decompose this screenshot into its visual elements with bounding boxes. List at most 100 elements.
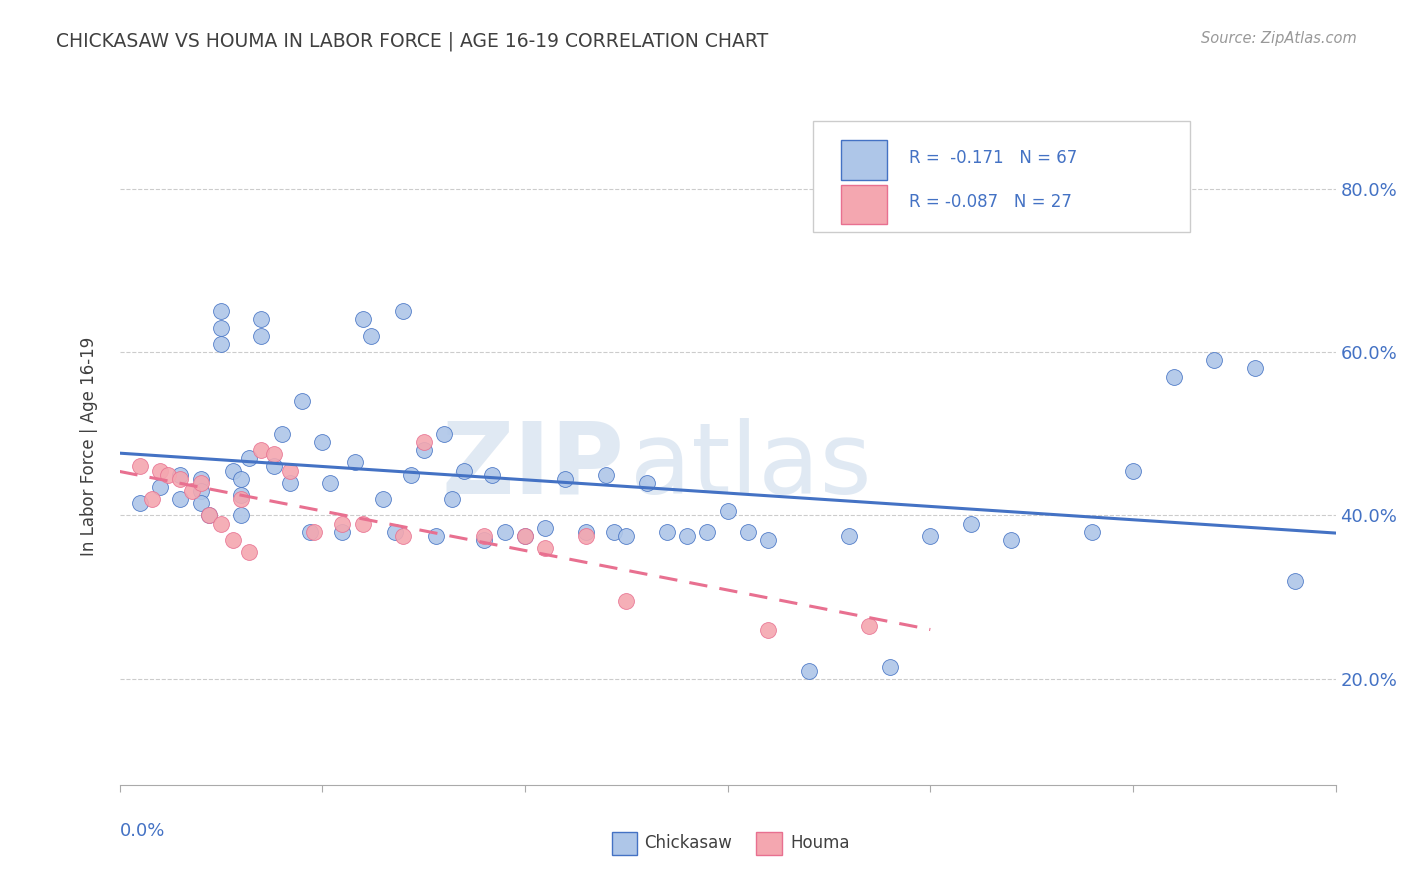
Point [636,475,658,490]
Point [238,545,260,559]
Point [222,463,245,477]
Point [231,488,253,502]
Point [425,529,447,543]
Point [343,455,366,469]
Point [169,492,191,507]
Point [453,463,475,477]
Point [575,524,598,539]
Bar [841,185,887,224]
Point [250,312,273,326]
Point [737,524,759,539]
Point [494,524,516,539]
Point [858,618,880,632]
Point [676,529,699,543]
Point [392,304,415,318]
Point [1122,463,1144,477]
Point [756,533,779,547]
Point [190,475,212,490]
Bar [841,140,887,179]
Point [481,467,503,482]
Point [1000,533,1022,547]
Point [554,472,576,486]
Point [291,394,314,409]
Point [352,312,374,326]
Point [960,516,983,531]
Point [222,533,245,547]
Point [319,475,342,490]
Point [412,443,434,458]
Point [149,463,172,477]
Point [614,594,637,608]
Point [209,320,232,334]
Point [513,529,536,543]
Text: ZIP: ZIP [441,417,624,515]
Point [128,496,150,510]
Point [332,516,354,531]
Point [472,529,496,543]
Point [838,529,860,543]
Point [534,521,557,535]
Point [231,492,253,507]
Point [128,459,150,474]
Text: R =  -0.171   N = 67: R = -0.171 N = 67 [908,149,1077,167]
Point [575,529,598,543]
Point [278,475,301,490]
Point [250,328,273,343]
Point [534,541,557,555]
Point [1081,524,1104,539]
Point [696,524,718,539]
Point [209,516,232,531]
Point [270,426,292,441]
Point [352,516,374,531]
Point [190,496,212,510]
Point [332,524,354,539]
Point [181,483,204,498]
Point [1243,361,1265,376]
Point [157,467,180,482]
Point [231,472,253,486]
Point [371,492,394,507]
Point [879,659,901,673]
Point [263,459,285,474]
Point [197,508,219,523]
Point [190,472,212,486]
Point [250,443,273,458]
Text: CHICKASAW VS HOUMA IN LABOR FORCE | AGE 16-19 CORRELATION CHART: CHICKASAW VS HOUMA IN LABOR FORCE | AGE … [56,31,769,51]
Point [756,623,779,637]
Text: Chickasaw: Chickasaw [644,834,731,852]
Point [231,508,253,523]
Point [360,328,382,343]
Point [433,426,456,441]
Point [302,524,325,539]
FancyBboxPatch shape [813,120,1189,233]
Y-axis label: In Labor Force | Age 16-19: In Labor Force | Age 16-19 [80,336,98,556]
Text: Source: ZipAtlas.com: Source: ZipAtlas.com [1201,31,1357,46]
Point [141,492,163,507]
Point [392,529,415,543]
Point [797,664,820,678]
Point [1163,369,1185,384]
Point [401,467,423,482]
Point [513,529,536,543]
Point [614,529,637,543]
Point [595,467,617,482]
Point [209,304,232,318]
Point [1284,574,1306,588]
Point [263,447,285,461]
Point [209,337,232,351]
Text: Houma: Houma [790,834,849,852]
Point [1204,353,1226,368]
Point [412,434,434,449]
Point [238,451,260,466]
Point [169,472,191,486]
Text: 0.0%: 0.0% [120,822,165,840]
Point [920,529,942,543]
Point [440,492,463,507]
Point [149,480,172,494]
Point [299,524,322,539]
Point [197,508,219,523]
Point [472,533,496,547]
Point [603,524,626,539]
Point [169,467,191,482]
Text: R = -0.087   N = 27: R = -0.087 N = 27 [908,193,1071,211]
